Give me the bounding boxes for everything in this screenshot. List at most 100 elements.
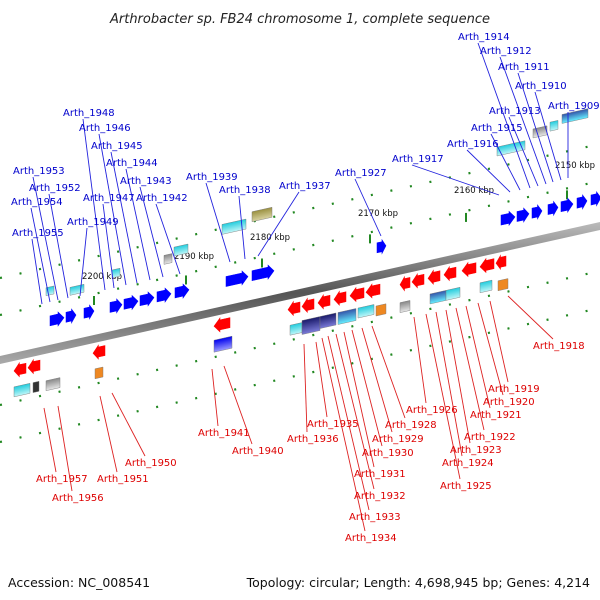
gene-label-arth-1938[interactable]: Arth_1938	[219, 185, 271, 196]
reverse-gene-arrow[interactable]	[13, 361, 27, 378]
reverse-gene-arrow[interactable]	[411, 272, 425, 289]
gene-label-arth-1936[interactable]: Arth_1936	[287, 434, 339, 445]
label-leader-line	[445, 309, 471, 444]
gene-label-arth-1942[interactable]: Arth_1942	[136, 193, 188, 204]
reverse-gene-arrow[interactable]	[495, 254, 507, 271]
forward-gene-arrow[interactable]	[49, 311, 65, 328]
gene-label-arth-1923[interactable]: Arth_1923	[450, 445, 502, 456]
label-leader-line	[490, 133, 521, 191]
gene-label-arth-1950[interactable]: Arth_1950	[125, 458, 177, 469]
gene-label-arth-1911[interactable]: Arth_1911	[498, 62, 550, 73]
gene-label-arth-1941[interactable]: Arth_1941	[198, 428, 250, 439]
gene-label-arth-1932[interactable]: Arth_1932	[354, 491, 406, 502]
forward-gene-arrow[interactable]	[174, 283, 190, 300]
gene-label-arth-1953[interactable]: Arth_1953	[13, 166, 65, 177]
gene-label-arth-1951[interactable]: Arth_1951	[97, 474, 149, 485]
track-guide-1	[0, 142, 600, 280]
gene-label-arth-1913[interactable]: Arth_1913	[489, 106, 541, 117]
gene-label-arth-1910[interactable]: Arth_1910	[515, 81, 567, 92]
gene-label-arth-1925[interactable]: Arth_1925	[440, 481, 492, 492]
reverse-gene-arrow[interactable]	[92, 344, 106, 361]
gene-label-arth-1934[interactable]: Arth_1934	[345, 533, 397, 544]
gene-label-arth-1937[interactable]: Arth_1937	[279, 181, 331, 192]
reverse-gene-arrow[interactable]	[213, 316, 231, 334]
gene-label-arth-1928[interactable]: Arth_1928	[385, 420, 437, 431]
forward-gene-arrow[interactable]	[376, 238, 387, 255]
forward-gene-arrow[interactable]	[123, 294, 139, 311]
reverse-gene-arrow[interactable]	[287, 300, 301, 317]
label-leader-line	[507, 295, 554, 340]
gene-label-arth-1954[interactable]: Arth_1954	[11, 197, 63, 208]
annotation-box	[173, 243, 189, 257]
forward-gene-arrow[interactable]	[139, 291, 155, 308]
forward-gene-arrow[interactable]	[109, 298, 123, 315]
gene-label-arth-1918[interactable]: Arth_1918	[533, 341, 585, 352]
gene-label-arth-1955[interactable]: Arth_1955	[12, 228, 64, 239]
gene-label-arth-1909[interactable]: Arth_1909	[548, 101, 600, 112]
label-leader-line	[477, 42, 531, 189]
reverse-gene-arrow[interactable]	[461, 261, 477, 278]
gene-label-arth-1919[interactable]: Arth_1919	[488, 384, 540, 395]
reverse-gene-arrow[interactable]	[349, 286, 365, 303]
forward-gene-arrow[interactable]	[65, 308, 77, 324]
annotation-box	[221, 218, 247, 235]
forward-gene-arrow[interactable]	[500, 210, 516, 227]
reverse-gene-arrow[interactable]	[443, 265, 457, 282]
label-leader-line	[99, 395, 118, 473]
gene-label-arth-1922[interactable]: Arth_1922	[464, 432, 516, 443]
gene-label-arth-1921[interactable]: Arth_1921	[470, 410, 522, 421]
forward-gene-arrow[interactable]	[83, 304, 95, 320]
gene-label-arth-1926[interactable]: Arth_1926	[406, 405, 458, 416]
label-leader-line	[499, 56, 547, 185]
gene-label-arth-1940[interactable]: Arth_1940	[232, 446, 284, 457]
reverse-gene-arrow[interactable]	[427, 269, 441, 286]
label-leader-line	[354, 178, 382, 237]
forward-gene-arrow[interactable]	[547, 200, 559, 217]
gene-label-arth-1956[interactable]: Arth_1956	[52, 493, 104, 504]
label-leader-line	[43, 407, 57, 473]
gene-label-arth-1931[interactable]: Arth_1931	[354, 469, 406, 480]
forward-gene-arrow[interactable]	[516, 207, 530, 224]
forward-gene-arrow[interactable]	[225, 270, 249, 289]
label-leader-line	[321, 337, 366, 532]
label-leader-line	[31, 238, 43, 305]
gene-label-arth-1929[interactable]: Arth_1929	[372, 434, 424, 445]
forward-gene-arrow[interactable]	[576, 194, 588, 210]
gene-label-arth-1948[interactable]: Arth_1948	[63, 108, 115, 119]
reverse-gene-arrow[interactable]	[301, 297, 315, 314]
gene-label-arth-1949[interactable]: Arth_1949	[67, 217, 119, 228]
gene-label-arth-1930[interactable]: Arth_1930	[362, 448, 414, 459]
gene-label-arth-1935[interactable]: Arth_1935	[307, 419, 359, 430]
gene-label-arth-1924[interactable]: Arth_1924	[442, 458, 494, 469]
gene-label-arth-1915[interactable]: Arth_1915	[471, 123, 523, 134]
gene-label-arth-1912[interactable]: Arth_1912	[480, 46, 532, 57]
forward-gene-arrow[interactable]	[531, 204, 543, 220]
forward-gene-arrow[interactable]	[560, 197, 574, 214]
reverse-gene-arrow[interactable]	[399, 275, 411, 292]
forward-gene-arrow[interactable]	[590, 190, 600, 207]
gene-label-arth-1916[interactable]: Arth_1916	[447, 139, 499, 150]
gene-label-arth-1943[interactable]: Arth_1943	[120, 176, 172, 187]
gene-label-arth-1946[interactable]: Arth_1946	[79, 123, 131, 134]
gene-label-arth-1933[interactable]: Arth_1933	[349, 512, 401, 523]
reverse-gene-arrow[interactable]	[365, 282, 381, 299]
gene-label-arth-1914[interactable]: Arth_1914	[458, 32, 510, 43]
label-leader-line	[30, 207, 51, 303]
gene-label-arth-1947[interactable]: Arth_1947	[83, 193, 135, 204]
reverse-gene-arrow[interactable]	[317, 293, 331, 310]
gene-label-arth-1920[interactable]: Arth_1920	[483, 397, 535, 408]
reverse-gene-arrow[interactable]	[27, 358, 41, 375]
gene-label-arth-1957[interactable]: Arth_1957	[36, 474, 88, 485]
annotation-box	[94, 366, 104, 380]
forward-gene-arrow[interactable]	[156, 287, 172, 304]
gene-label-arth-1927[interactable]: Arth_1927	[335, 168, 387, 179]
gene-label-arth-1944[interactable]: Arth_1944	[106, 158, 158, 169]
reverse-gene-arrow[interactable]	[479, 257, 495, 274]
gene-label-arth-1917[interactable]: Arth_1917	[392, 154, 444, 165]
label-leader-line	[211, 368, 219, 427]
reverse-gene-arrow[interactable]	[333, 290, 347, 307]
gene-label-arth-1945[interactable]: Arth_1945	[91, 141, 143, 152]
gene-label-arth-1939[interactable]: Arth_1939	[186, 172, 238, 183]
forward-gene-arrow[interactable]	[251, 264, 275, 283]
gene-label-arth-1952[interactable]: Arth_1952	[29, 183, 81, 194]
